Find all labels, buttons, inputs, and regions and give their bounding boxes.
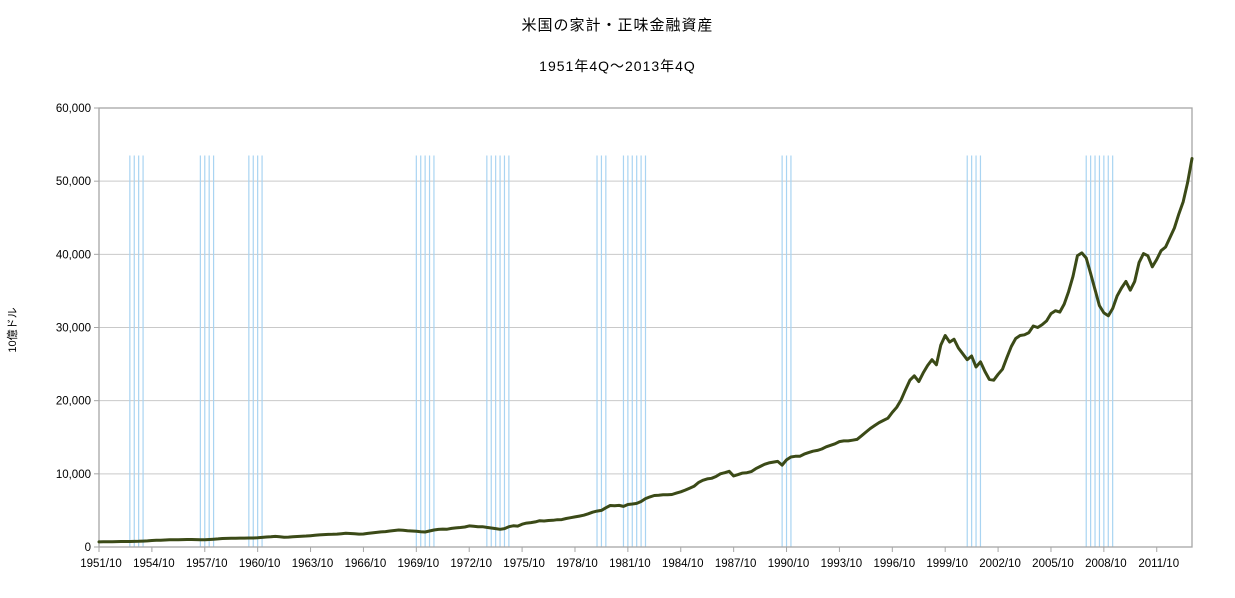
x-tick-label: 1978/10 bbox=[556, 558, 598, 570]
x-tick-label: 1996/10 bbox=[874, 558, 916, 570]
x-tick-label: 1993/10 bbox=[821, 558, 863, 570]
x-tick-label: 1969/10 bbox=[398, 558, 440, 570]
chart-subtitle: 1951年4Q～2013年4Q bbox=[539, 58, 696, 74]
x-tick-label: 1981/10 bbox=[609, 558, 651, 570]
x-tick-label: 1987/10 bbox=[715, 558, 757, 570]
x-tick-label: 1960/10 bbox=[239, 558, 281, 570]
data-line bbox=[97, 157, 1194, 544]
x-tick-label: 2011/10 bbox=[1138, 558, 1179, 570]
x-tick-label: 1954/10 bbox=[133, 558, 175, 570]
x-tick-label: 1972/10 bbox=[450, 558, 492, 570]
y-tick-label: 30,000 bbox=[56, 323, 91, 335]
x-tick-label: 1999/10 bbox=[926, 558, 968, 570]
x-tick-label: 1984/10 bbox=[662, 558, 704, 570]
y-tick-label: 20,000 bbox=[56, 396, 91, 408]
x-tick-label: 1957/10 bbox=[186, 558, 228, 570]
y-tick-label: 60,000 bbox=[56, 103, 91, 115]
chart-title: 米国の家計・正味金融資産 bbox=[521, 17, 714, 34]
x-tick-label: 2008/10 bbox=[1085, 558, 1127, 570]
x-tick-label: 1963/10 bbox=[292, 558, 334, 570]
x-tick-label: 2005/10 bbox=[1032, 558, 1074, 570]
x-tick-label: 2002/10 bbox=[979, 558, 1021, 570]
y-tick-label: 50,000 bbox=[56, 176, 91, 188]
y-tick-label: 40,000 bbox=[56, 249, 91, 261]
x-tick-label: 1951/10 bbox=[80, 558, 122, 570]
y-tick-label: 0 bbox=[85, 542, 91, 554]
x-tick-label: 1990/10 bbox=[768, 558, 810, 570]
x-tick-label: 1975/10 bbox=[503, 558, 545, 570]
x-tick-label: 1966/10 bbox=[345, 558, 387, 570]
plot-border bbox=[98, 107, 1193, 548]
y-tick-label: 10,000 bbox=[56, 469, 91, 481]
